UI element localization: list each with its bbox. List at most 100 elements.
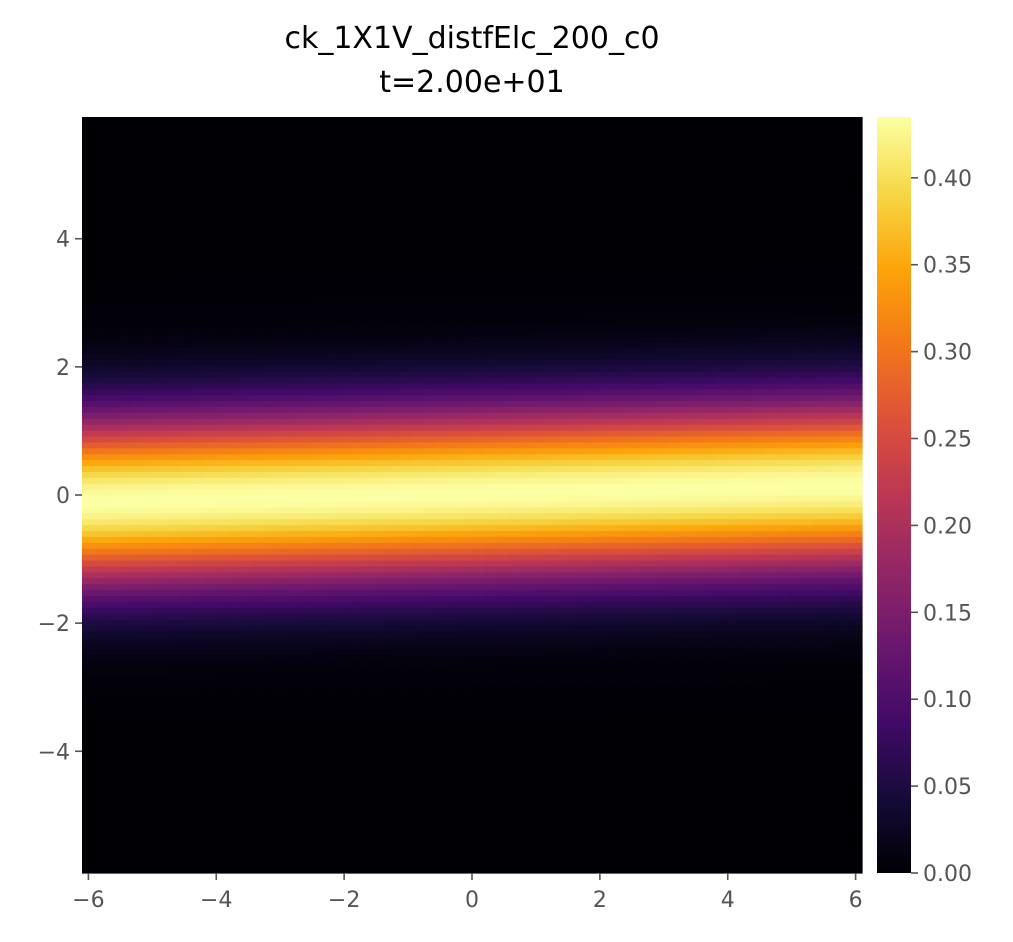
heatmap-cell bbox=[106, 583, 120, 591]
heatmap-cell bbox=[94, 323, 107, 331]
heatmap-cell bbox=[82, 849, 95, 856]
heatmap-cell bbox=[520, 660, 534, 667]
heatmap-cell bbox=[545, 465, 558, 472]
heatmap-cell bbox=[301, 843, 315, 850]
heatmap-cell bbox=[106, 223, 120, 230]
heatmap-cell bbox=[289, 772, 302, 780]
heatmap-cell bbox=[130, 252, 144, 260]
heatmap-cell bbox=[398, 813, 412, 821]
heatmap-cell bbox=[435, 329, 449, 337]
heatmap-cell bbox=[289, 548, 302, 555]
heatmap-cell bbox=[484, 400, 497, 408]
heatmap-cell bbox=[216, 217, 229, 224]
heatmap-cell bbox=[277, 359, 290, 366]
heatmap-cell bbox=[435, 506, 449, 514]
heatmap-cell bbox=[313, 329, 327, 337]
heatmap-cell bbox=[264, 152, 278, 159]
heatmap-cell bbox=[350, 459, 363, 467]
heatmap-cell bbox=[350, 790, 363, 797]
heatmap-cell bbox=[435, 778, 449, 786]
heatmap-cell bbox=[459, 394, 473, 402]
heatmap-cell bbox=[362, 554, 376, 561]
heatmap-cell bbox=[240, 837, 254, 845]
heatmap-cell bbox=[252, 530, 266, 537]
heatmap-cell bbox=[496, 542, 510, 549]
heatmap-cell bbox=[337, 158, 351, 165]
heatmap-cell bbox=[374, 430, 388, 437]
heatmap-cell bbox=[484, 317, 497, 325]
heatmap-cell bbox=[520, 430, 534, 437]
heatmap-cell bbox=[82, 571, 95, 579]
heatmap-cell bbox=[216, 365, 229, 372]
heatmap-cell bbox=[472, 170, 485, 177]
heatmap-cell bbox=[228, 294, 242, 301]
heatmap-cell bbox=[520, 229, 534, 236]
heatmap-cell bbox=[435, 672, 449, 679]
heatmap-cell bbox=[386, 170, 400, 177]
heatmap-cell bbox=[82, 140, 95, 148]
heatmap-cell bbox=[325, 317, 339, 325]
heatmap-cell bbox=[106, 766, 120, 774]
heatmap-cell bbox=[484, 453, 497, 461]
heatmap-cell bbox=[362, 400, 376, 408]
heatmap-cell bbox=[532, 353, 546, 360]
heatmap-cell bbox=[167, 713, 181, 721]
heatmap-cell bbox=[94, 565, 107, 573]
heatmap-cell bbox=[167, 867, 181, 874]
heatmap-cell bbox=[301, 666, 315, 673]
heatmap-cell bbox=[545, 164, 558, 171]
heatmap-cell bbox=[350, 719, 363, 726]
heatmap-cell bbox=[264, 524, 278, 532]
heatmap-cell bbox=[301, 140, 315, 148]
heatmap-cell bbox=[435, 500, 449, 508]
heatmap-cell bbox=[459, 158, 473, 165]
heatmap-cell bbox=[423, 743, 437, 750]
heatmap-cell bbox=[155, 843, 168, 850]
heatmap-cell bbox=[496, 754, 510, 762]
heatmap-cell bbox=[216, 684, 229, 691]
heatmap-cell bbox=[472, 796, 485, 803]
heatmap-cell bbox=[94, 583, 107, 591]
heatmap-cell bbox=[484, 134, 497, 142]
heatmap-cell bbox=[362, 713, 376, 721]
heatmap-cell bbox=[374, 500, 388, 508]
heatmap-cell bbox=[325, 181, 339, 189]
heatmap-cell bbox=[325, 542, 339, 549]
heatmap-cell bbox=[411, 624, 424, 632]
heatmap-cell bbox=[545, 684, 558, 691]
heatmap-cell bbox=[106, 294, 120, 301]
heatmap-cell bbox=[289, 412, 302, 419]
heatmap-cell bbox=[155, 128, 168, 136]
heatmap-cell bbox=[337, 495, 351, 502]
heatmap-cell bbox=[545, 176, 558, 183]
heatmap-cell bbox=[130, 300, 144, 307]
heatmap-cell bbox=[216, 559, 229, 567]
heatmap-cell bbox=[264, 241, 278, 248]
heatmap-cell bbox=[337, 258, 351, 266]
heatmap-cell bbox=[545, 335, 558, 343]
heatmap-cell bbox=[94, 601, 107, 608]
heatmap-cell bbox=[130, 465, 144, 472]
heatmap-cell bbox=[94, 412, 107, 419]
heatmap-cell bbox=[374, 152, 388, 159]
heatmap-cell bbox=[520, 666, 534, 673]
heatmap-cell bbox=[459, 536, 473, 543]
heatmap-cell bbox=[106, 825, 120, 833]
heatmap-cell bbox=[179, 359, 193, 366]
heatmap-cell bbox=[301, 252, 315, 260]
heatmap-cell bbox=[130, 743, 144, 750]
heatmap-cell bbox=[277, 754, 290, 762]
heatmap-cell bbox=[155, 465, 168, 472]
heatmap-cell bbox=[423, 790, 437, 797]
heatmap-cell bbox=[337, 506, 351, 514]
heatmap-cell bbox=[216, 583, 229, 591]
heatmap-cell bbox=[520, 843, 534, 850]
heatmap-cell bbox=[374, 441, 388, 449]
heatmap-cell bbox=[216, 418, 229, 425]
heatmap-cell bbox=[289, 748, 302, 756]
heatmap-cell bbox=[398, 400, 412, 408]
heatmap-cell bbox=[106, 701, 120, 709]
heatmap-cell bbox=[264, 743, 278, 750]
heatmap-cell bbox=[411, 122, 424, 130]
heatmap-cell bbox=[386, 843, 400, 850]
